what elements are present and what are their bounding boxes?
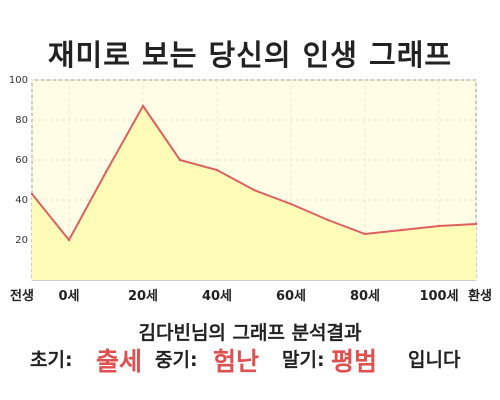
early-label: 초기: <box>30 349 73 371</box>
x-tick-label: 전생 <box>10 288 34 304</box>
late-label: 말기: <box>282 349 325 371</box>
y-tick-label: 60 <box>15 155 28 166</box>
x-tick-label: 20세 <box>128 289 158 304</box>
data-point-60세 <box>289 202 293 206</box>
data-point-70세 <box>326 218 330 222</box>
x-tick-label: 환생 <box>468 288 492 304</box>
mid-label: 중기: <box>155 349 198 371</box>
data-point-80세 <box>363 232 367 236</box>
data-point-전생 <box>30 192 34 196</box>
y-tick-label: 80 <box>15 115 28 126</box>
data-point-100세 <box>437 224 441 228</box>
early-value: 출세 <box>96 347 143 376</box>
y-tick-label: 20 <box>15 235 28 246</box>
data-point-0세 <box>67 238 71 242</box>
area-fill <box>32 106 476 280</box>
data-point-10세 <box>104 170 108 174</box>
x-axis-ticks: 전생 0세 20세 40세 60세 80세 100세 환생 <box>10 288 492 304</box>
data-point-90세 <box>400 228 404 232</box>
y-axis-ticks: 20 40 60 80 100 <box>9 75 28 246</box>
analysis-title: 김다빈님의 그래프 분석결과 <box>138 322 362 344</box>
data-points <box>30 104 478 242</box>
y-tick-label: 100 <box>9 75 28 86</box>
x-tick-label: 40세 <box>202 289 232 304</box>
data-point-20세 <box>141 104 145 108</box>
data-point-30세 <box>178 158 182 162</box>
y-tick-label: 40 <box>15 195 28 206</box>
x-tick-label: 80세 <box>350 289 380 304</box>
chart-title: 재미로 보는 당신의 인생 그래프 <box>47 38 453 72</box>
data-point-환생 <box>474 222 478 226</box>
x-tick-label: 0세 <box>58 289 79 304</box>
data-point-40세 <box>215 168 219 172</box>
mid-value: 험난 <box>213 347 260 376</box>
x-tick-label: 60세 <box>276 289 306 304</box>
data-point-50세 <box>252 188 256 192</box>
result-suffix: 입니다 <box>408 349 461 371</box>
late-value: 평범 <box>331 347 378 376</box>
x-tick-label: 100세 <box>419 289 458 304</box>
